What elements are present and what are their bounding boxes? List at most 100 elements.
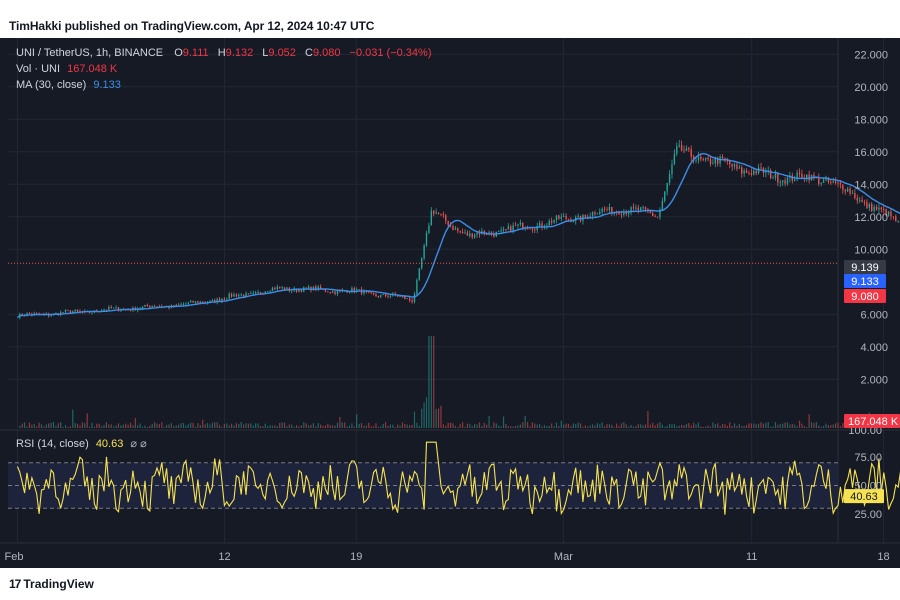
volume-bar — [404, 423, 406, 428]
volume-bar — [166, 424, 168, 428]
volume-bar — [93, 426, 96, 428]
volume-bar — [822, 425, 825, 428]
volume-bar — [437, 408, 440, 428]
candle-body — [825, 178, 827, 181]
candle-body — [50, 315, 52, 316]
volume-bar — [180, 423, 182, 428]
volume-bar — [666, 425, 668, 428]
price-tick: 18.000 — [854, 114, 888, 126]
candle-body — [863, 201, 866, 203]
volume-bar — [72, 409, 74, 428]
candle-body — [298, 290, 300, 292]
rsi-tag-bg — [844, 489, 884, 504]
volume-bar — [649, 424, 651, 428]
candle-body — [358, 289, 360, 290]
candle-body — [202, 301, 204, 303]
candle-body — [748, 172, 750, 174]
candle-body — [601, 208, 603, 212]
legend-change: −0.031 (−0.34%) — [349, 47, 432, 59]
volume-bar — [327, 423, 329, 428]
volume-bar — [60, 422, 62, 428]
candle-body — [743, 170, 745, 174]
volume-bar — [476, 424, 478, 428]
candle-body — [67, 310, 69, 312]
volume-bar — [252, 425, 254, 428]
time-tick: 18 — [877, 551, 889, 563]
volume-bar — [286, 426, 288, 428]
volume-bar — [596, 423, 598, 428]
price-tick: 10.000 — [854, 244, 888, 256]
candle-body — [690, 149, 692, 157]
candle-body — [666, 183, 668, 192]
volume-bar — [170, 423, 173, 428]
price-axis[interactable]: 22.000 20.000 18.000 16.000 14.000 12.000 10.0… — [854, 49, 888, 386]
volume-bar — [110, 424, 112, 428]
candle-body — [421, 258, 423, 269]
legend-open-label: O — [174, 47, 183, 59]
legend-rsi-label: RSI (14, close) — [16, 438, 89, 450]
candle-body — [678, 145, 680, 147]
tradingview-logo[interactable]: 17 TradingView — [9, 577, 94, 591]
time-tick: 12 — [218, 551, 230, 563]
candle-body — [129, 310, 132, 311]
volume-bar — [86, 413, 88, 428]
volume-bar — [839, 426, 842, 428]
volume-bar — [428, 336, 430, 428]
candle-body — [851, 193, 854, 194]
candle-body — [35, 313, 38, 315]
candle-body — [33, 313, 35, 315]
candle-body — [714, 157, 716, 164]
candle-body — [363, 290, 365, 294]
volume-bar — [332, 425, 334, 428]
volume-bar — [810, 422, 813, 428]
candle-body — [842, 184, 844, 190]
candle-body — [233, 294, 235, 297]
volume-bar — [360, 422, 363, 428]
candle-body — [871, 204, 873, 211]
legend-rsi-extra[interactable]: ⌀ ⌀ — [130, 438, 147, 450]
volume-bar — [144, 425, 146, 428]
candle-body — [283, 287, 286, 290]
price-tag-bg — [844, 260, 886, 274]
candle-body — [192, 300, 194, 303]
volume-bar — [661, 424, 663, 428]
volume-bar — [818, 425, 820, 428]
volume-bar — [517, 425, 519, 428]
volume-bar — [454, 425, 456, 428]
volume-bar — [719, 425, 721, 428]
volume-bar — [199, 425, 201, 428]
price-chart[interactable]: 22.000 20.000 18.000 16.000 14.000 12.000 10.0… — [0, 38, 900, 568]
candle-body — [591, 212, 594, 217]
volume-bar — [392, 424, 394, 428]
candle-body — [868, 204, 871, 208]
candle-body — [156, 306, 158, 308]
price-tag-bg — [844, 289, 886, 303]
volume-bar — [668, 423, 671, 428]
volume-bar — [745, 424, 748, 428]
volume-bar — [365, 425, 367, 428]
volume-bar — [779, 423, 781, 428]
candle-body — [401, 296, 404, 298]
volume-bar — [765, 422, 767, 428]
volume-tag-bg — [844, 414, 900, 428]
candle-body — [558, 215, 560, 219]
time-axis[interactable]: Feb1219Mar111825Apr815 — [5, 551, 900, 563]
volume-tag-text: 167.048 K — [848, 416, 899, 428]
candle-body — [411, 300, 413, 302]
volume-bar — [168, 424, 170, 428]
volume-bar — [777, 424, 779, 428]
candle-body — [221, 298, 223, 301]
volume-bar — [731, 426, 733, 428]
volume-bar — [67, 426, 69, 428]
candle-body — [839, 182, 842, 185]
candle-body — [567, 218, 570, 220]
volume-bar — [488, 415, 490, 428]
volume-bar — [572, 423, 574, 428]
volume-bar — [685, 423, 688, 428]
volume-bar — [137, 425, 139, 428]
candle-body — [214, 299, 216, 303]
candle-body — [60, 312, 62, 315]
volume-bar — [789, 424, 791, 428]
volume-bar — [416, 422, 418, 428]
